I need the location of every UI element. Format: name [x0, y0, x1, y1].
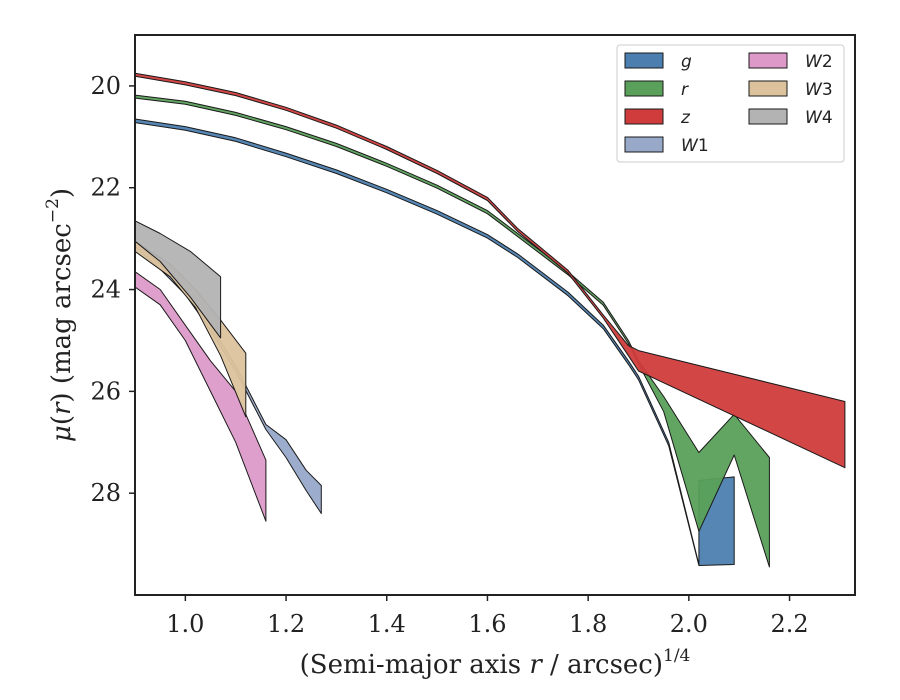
legend-label-w4: W4 [805, 108, 833, 128]
series-band-r [135, 94, 770, 568]
x-tick-label: 2.2 [770, 610, 808, 638]
series-band-w4 [135, 220, 222, 339]
x-tick-label: 1.2 [267, 610, 305, 638]
x-tick-label: 2.0 [670, 610, 708, 638]
y-tick-label: 28 [90, 479, 121, 507]
x-axis-label: (Semi-major axis r / arcsec)1/4 [300, 646, 691, 680]
legend-swatch-g [624, 52, 664, 69]
legend-swatch-w1 [624, 136, 664, 153]
legend-swatch-r [624, 80, 664, 97]
y-tick-label: 20 [90, 72, 121, 100]
x-tick-label: 1.0 [166, 610, 204, 638]
x-axis: 1.0 1.2 1.4 1.6 1.8 2.0 2.2 [166, 595, 809, 638]
legend-label-r: r [681, 80, 689, 100]
series-bands [135, 72, 846, 568]
x-tick-label: 1.4 [368, 610, 406, 638]
y-axis-label: μ(r) (mag arcsec−2) [43, 188, 77, 442]
legend-label-w1: W1 [681, 136, 709, 156]
plot-frame [134, 34, 856, 596]
legend-label-z: z [680, 108, 691, 128]
legend-label-w3: W3 [805, 80, 833, 100]
series-band-w2 [135, 271, 267, 522]
y-axis: 20 22 24 26 28 [90, 72, 135, 507]
legend-swatch-w3 [748, 80, 788, 97]
legend-box [616, 44, 845, 163]
y-tick-label: 24 [90, 276, 121, 304]
series-band-g [135, 118, 735, 566]
legend-swatch-w4 [748, 108, 788, 125]
series-band-z [135, 72, 846, 469]
legend-label-g: g [681, 52, 692, 72]
legend: grz W1 W2 W3 W4 [616, 44, 845, 163]
x-tick-label: 1.8 [569, 610, 607, 638]
legend-swatch-z [624, 108, 664, 125]
legend-label-w2: W2 [805, 52, 833, 72]
legend-swatch-w2 [748, 52, 788, 69]
y-tick-label: 26 [90, 377, 121, 405]
x-tick-label: 1.6 [468, 610, 506, 638]
y-tick-label: 22 [90, 174, 121, 202]
